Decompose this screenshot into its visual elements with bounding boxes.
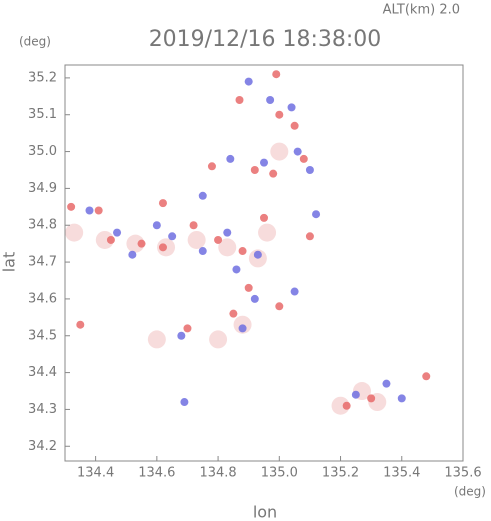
y-tick-label: 35.0 <box>28 144 57 159</box>
echo-point <box>137 239 146 248</box>
x-tick-label: 135.6 <box>444 466 481 481</box>
echo-point <box>253 250 262 259</box>
echo-point <box>180 398 189 407</box>
x-unit: (deg) <box>454 485 486 499</box>
altitude-label: ALT(km) 2.0 <box>383 3 460 18</box>
echo-point <box>342 401 351 410</box>
y-unit: (deg) <box>19 35 51 49</box>
x-tick-label: 135.0 <box>261 466 298 481</box>
echo-point <box>275 302 284 311</box>
echo-point <box>65 223 84 242</box>
echo-point <box>238 324 247 333</box>
echo-point <box>351 390 360 399</box>
echo-point <box>244 283 253 292</box>
echo-point <box>258 223 277 242</box>
echo-point <box>95 230 114 249</box>
echo-point <box>214 235 223 244</box>
echo-point <box>76 320 85 329</box>
echo-point <box>382 379 391 388</box>
echo-point <box>158 199 167 208</box>
echo-point <box>260 158 268 167</box>
echo-point <box>152 221 161 230</box>
echo-point <box>266 95 275 104</box>
echo-point <box>187 230 206 249</box>
echo-point <box>198 191 207 200</box>
echo-point <box>250 165 259 174</box>
echo-point <box>293 147 302 156</box>
echo-point <box>367 394 376 403</box>
echo-point <box>177 331 186 340</box>
echo-point <box>223 228 232 237</box>
chart-title: 2019/12/16 18:38:00 <box>149 27 382 52</box>
echo-point <box>290 287 299 296</box>
echo-point <box>106 235 115 244</box>
y-tick-label: 34.8 <box>28 218 57 233</box>
echo-point <box>260 213 268 222</box>
y-tick-label: 34.5 <box>28 328 57 343</box>
y-tick-label: 34.4 <box>28 365 57 380</box>
echo-point <box>299 154 308 163</box>
echo-point <box>229 309 238 318</box>
x-tick-label: 134.8 <box>199 466 236 481</box>
y-axis-label: lat <box>0 252 19 273</box>
echo-point <box>126 234 145 253</box>
echo-point <box>305 165 314 174</box>
echo-point <box>244 77 253 86</box>
echo-point <box>94 206 103 215</box>
echo-point <box>207 162 216 171</box>
echo-point <box>168 232 177 241</box>
echo-point <box>235 95 244 104</box>
x-tick-label: 135.2 <box>322 466 359 481</box>
x-tick-label: 135.4 <box>383 466 420 481</box>
x-tick-label: 134.6 <box>138 466 175 481</box>
echo-point <box>275 110 284 119</box>
echo-point <box>287 103 296 112</box>
echo-point <box>272 70 281 79</box>
echo-point <box>218 238 237 257</box>
echo-point <box>305 232 314 241</box>
echo-point <box>183 324 192 333</box>
echo-point <box>290 121 299 130</box>
echo-point <box>189 221 198 230</box>
echo-point <box>128 250 137 259</box>
y-tick-label: 34.2 <box>28 439 57 454</box>
echo-point <box>270 142 289 161</box>
plot-frame <box>64 64 464 462</box>
echo-point <box>232 265 241 274</box>
echo-point <box>158 243 167 252</box>
echo-point <box>312 210 321 219</box>
y-tick-label: 34.3 <box>28 402 57 417</box>
echo-point <box>85 206 94 215</box>
echo-point <box>226 154 235 163</box>
x-axis-label: lon <box>253 503 277 521</box>
y-tick-label: 34.7 <box>28 255 57 270</box>
echo-point <box>147 330 166 349</box>
y-tick-label: 34.6 <box>28 291 57 306</box>
echo-point <box>422 372 431 381</box>
plot-area <box>65 70 431 415</box>
echo-point <box>209 330 228 349</box>
y-tick-label: 34.9 <box>28 181 57 196</box>
echo-point <box>198 247 207 256</box>
echo-point <box>67 202 76 211</box>
echo-point <box>238 247 247 256</box>
echo-point <box>250 294 259 303</box>
echo-point <box>269 169 278 178</box>
x-tick-label: 134.4 <box>77 466 114 481</box>
y-tick-label: 35.2 <box>28 70 57 85</box>
echo-point <box>331 396 350 415</box>
echo-point <box>397 394 406 403</box>
y-tick-label: 35.1 <box>28 107 57 122</box>
echo-point <box>113 228 122 237</box>
